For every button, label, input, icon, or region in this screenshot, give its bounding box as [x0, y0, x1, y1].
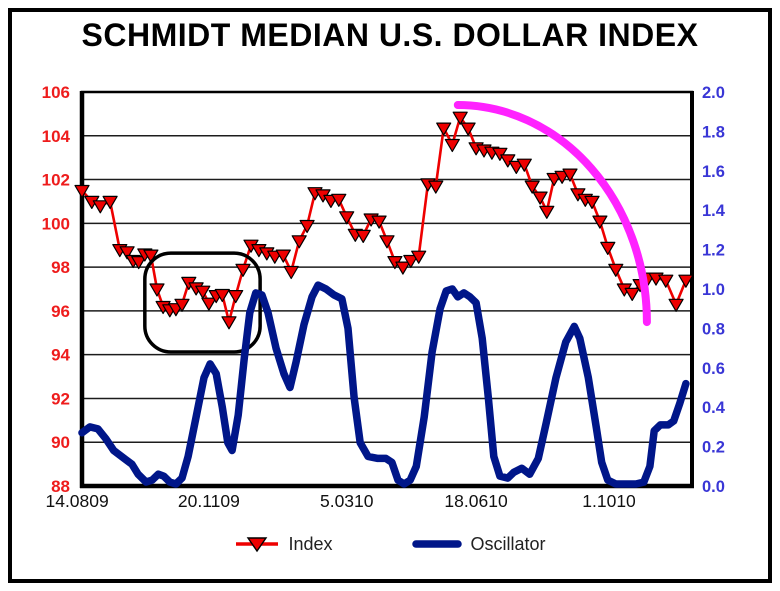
left-axis-tick-label: 104: [42, 127, 71, 146]
index-marker: [395, 261, 411, 275]
index-marker: [339, 211, 355, 225]
outer-frame: [8, 8, 772, 583]
index-marker: [668, 298, 684, 312]
index-marker: [228, 290, 244, 304]
right-axis-tick-label: 0.2: [702, 439, 725, 457]
index-marker: [371, 215, 387, 229]
index-marker: [436, 122, 452, 136]
x-axis-tick-label: 18.0610: [444, 491, 508, 511]
index-marker: [658, 274, 674, 288]
left-axis-tick-label: 90: [51, 433, 70, 452]
index-marker: [275, 249, 291, 263]
left-axis-tick-label: 94: [51, 346, 70, 365]
left-axis-tick-label: 88: [51, 477, 70, 496]
annotation-box: [143, 251, 262, 354]
index-marker: [562, 168, 578, 182]
x-axis-tick-label: 5.0310: [320, 491, 374, 511]
right-axis-tick-label: 1.6: [702, 163, 725, 181]
index-marker: [600, 241, 616, 255]
right-axis-tick-label: 0.6: [702, 360, 725, 378]
index-marker: [299, 219, 315, 234]
x-axis-tick-label: 1.1010: [582, 491, 636, 511]
index-marker: [174, 298, 190, 312]
index-marker: [452, 111, 468, 125]
index-marker: [102, 195, 118, 209]
index-marker: [355, 229, 371, 243]
left-axis-tick-label: 100: [42, 214, 70, 233]
index-marker: [131, 256, 147, 270]
index-marker: [74, 184, 90, 199]
left-axis-tick-label: 96: [51, 302, 70, 321]
index-marker: [92, 200, 108, 214]
index-marker: [119, 246, 135, 260]
index-marker: [444, 138, 460, 153]
right-axis-tick-label: 1.4: [702, 202, 726, 220]
index-marker: [624, 287, 640, 301]
oscillator-series-icon: [411, 540, 462, 548]
annotation-curve: [453, 101, 651, 327]
x-axis-tick-label: 20.1109: [178, 491, 240, 511]
legend-item-oscillator: Oscillator: [411, 533, 546, 555]
index-marker: [214, 288, 230, 303]
index-marker: [195, 285, 211, 299]
oscillator-line: [78, 281, 690, 488]
index-marker: [283, 265, 299, 280]
index-marker: [678, 274, 694, 288]
right-axis-tick-label: 2.0: [702, 84, 725, 102]
index-marker: [539, 205, 555, 219]
index-marker: [221, 316, 237, 330]
index-marker: [411, 250, 427, 264]
index-marker: [584, 195, 600, 209]
index-marker: [235, 263, 251, 277]
right-axis-tick-label: 1.0: [702, 281, 725, 299]
index-marker: [291, 235, 307, 249]
index-marker: [460, 122, 476, 136]
right-axis-tick-label: 0.4: [702, 399, 726, 417]
index-marker: [532, 191, 548, 205]
index-marker: [331, 193, 347, 207]
right-axis-tick-label: 1.8: [702, 123, 725, 141]
left-axis-tick-label: 106: [42, 83, 70, 102]
right-axis-tick-label: 1.2: [702, 242, 725, 260]
index-marker: [592, 215, 608, 229]
index-marker: [379, 235, 395, 249]
x-axis-tick-label: 14.0809: [45, 491, 108, 511]
right-axis-tick-label: 0.0: [702, 478, 725, 496]
index-series-icon: [236, 537, 279, 553]
index-marker: [516, 158, 532, 172]
plot-frame: [80, 90, 694, 488]
index-marker: [143, 249, 159, 263]
index-marker: [608, 263, 624, 277]
page-title: SCHMIDT MEDIAN U.S. DOLLAR INDEX: [81, 17, 699, 53]
left-axis-tick-label: 92: [51, 389, 70, 408]
legend-item-index: Index: [234, 533, 333, 555]
left-axis-tick-label: 102: [42, 171, 70, 190]
right-axis-tick-label: 0.8: [702, 320, 725, 338]
index-marker: [201, 297, 217, 311]
legend-label-index: Index: [288, 533, 333, 554]
index-marker: [149, 283, 165, 297]
index-marker: [428, 180, 444, 194]
legend: Index Oscillator: [0, 533, 780, 555]
index-marker: [524, 180, 540, 194]
index-marker: [403, 254, 419, 269]
legend-label-oscillator: Oscillator: [470, 533, 546, 554]
left-axis-tick-label: 98: [51, 258, 70, 277]
